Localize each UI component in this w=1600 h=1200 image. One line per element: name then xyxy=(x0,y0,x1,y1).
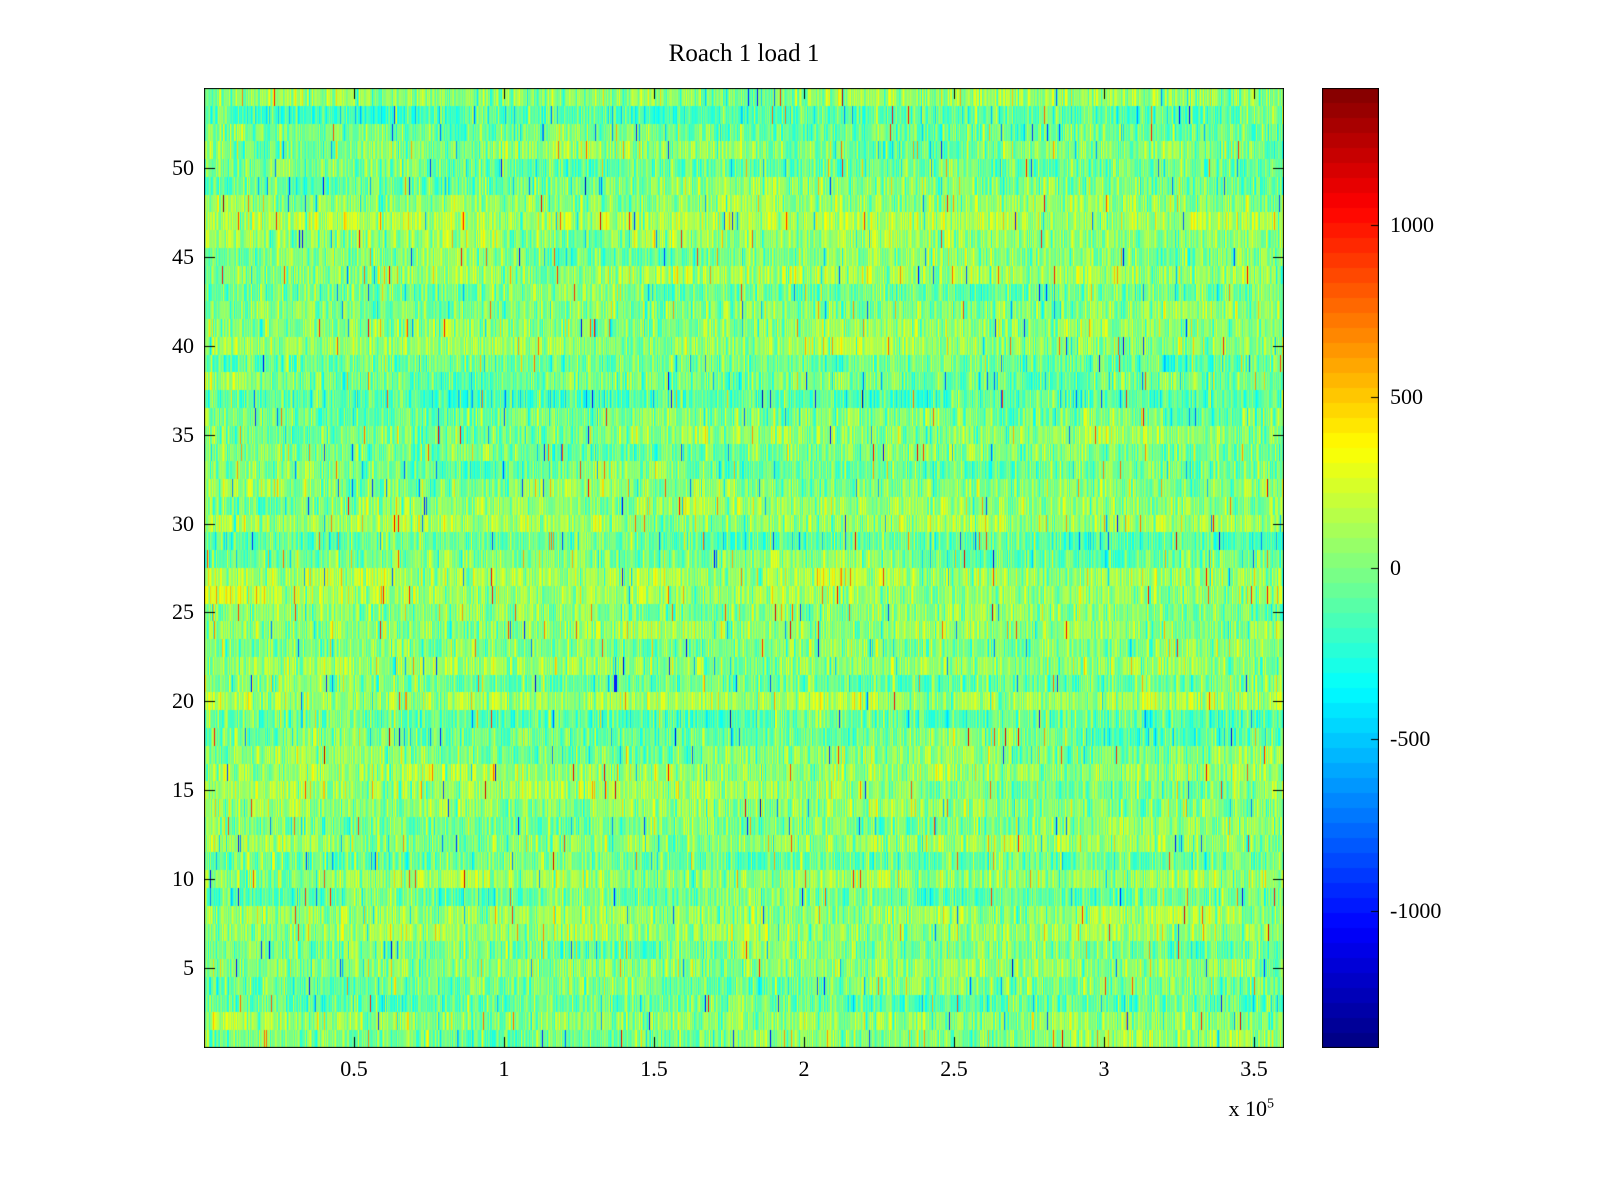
y-tick-label: 40 xyxy=(172,332,194,358)
colorbar-tick-label: -500 xyxy=(1390,726,1431,752)
x-tick-label: 2.5 xyxy=(940,1056,968,1081)
colorbar-tick-label: 1000 xyxy=(1390,212,1434,238)
x-axis-multiplier-base: x 10 xyxy=(1228,1096,1268,1121)
colorbar-tick-label: -1000 xyxy=(1390,897,1442,923)
x-tick-label: 2 xyxy=(798,1056,810,1081)
y-tick-label: 5 xyxy=(183,955,194,980)
y-tick-label: 35 xyxy=(172,421,194,447)
colorbar-canvas xyxy=(1322,88,1379,1048)
y-tick-label: 25 xyxy=(172,599,194,625)
x-tick-label: 0.5 xyxy=(340,1056,368,1081)
colorbar-tick-label: 500 xyxy=(1390,383,1423,409)
chart-title: Roach 1 load 1 xyxy=(668,40,820,67)
x-tick-label: 3 xyxy=(1098,1056,1110,1081)
y-tick-label: 30 xyxy=(172,510,194,536)
y-tick-label: 45 xyxy=(172,243,194,269)
x-tick-label: 1.5 xyxy=(640,1056,668,1081)
heatmap-canvas xyxy=(204,88,1284,1048)
y-tick-label: 15 xyxy=(172,777,194,803)
y-tick-label: 10 xyxy=(172,866,194,892)
y-tick-label: 50 xyxy=(172,155,194,180)
x-axis-multiplier: x 105 xyxy=(1124,1096,1275,1122)
x-axis-multiplier-exponent: 5 xyxy=(1267,1096,1274,1112)
x-tick-label: 3.5 xyxy=(1240,1056,1268,1081)
colorbar-tick-label: 0 xyxy=(1390,555,1401,580)
x-tick-label: 1 xyxy=(498,1056,510,1081)
y-tick-label: 20 xyxy=(172,688,194,714)
